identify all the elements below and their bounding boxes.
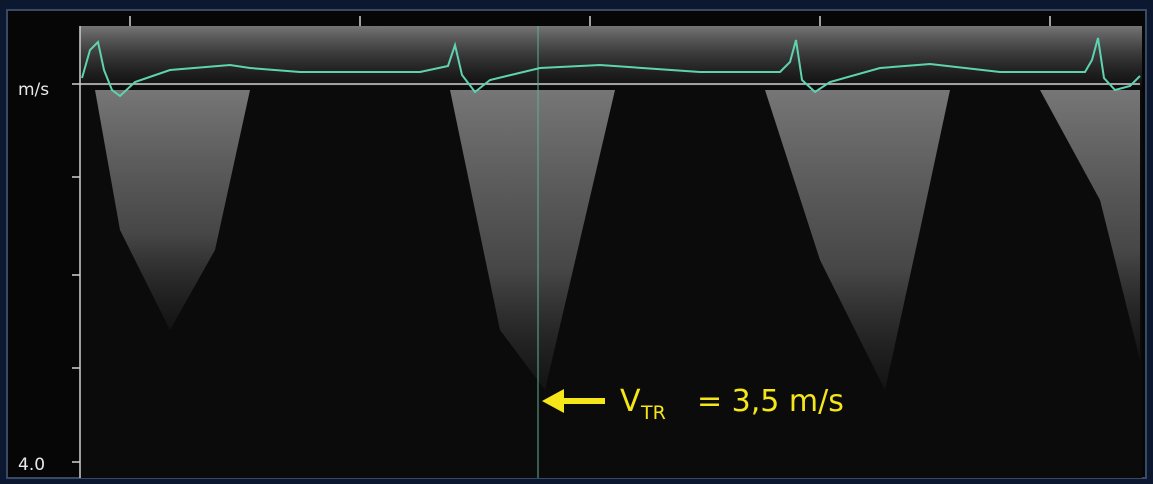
annotation-symbol: V: [620, 384, 641, 419]
axis-unit: m/s: [18, 80, 49, 100]
top-band: [80, 26, 1142, 86]
page: m/s 4.0 V TR = 3,5 m/s (() => { const da…: [0, 0, 1153, 484]
axis-bottom-label: 4.0: [18, 455, 45, 475]
annotation-subscript: TR: [640, 402, 666, 424]
doppler-screen: m/s 4.0 V TR = 3,5 m/s: [0, 0, 1153, 484]
annotation-text: = 3,5 m/s: [697, 384, 844, 419]
